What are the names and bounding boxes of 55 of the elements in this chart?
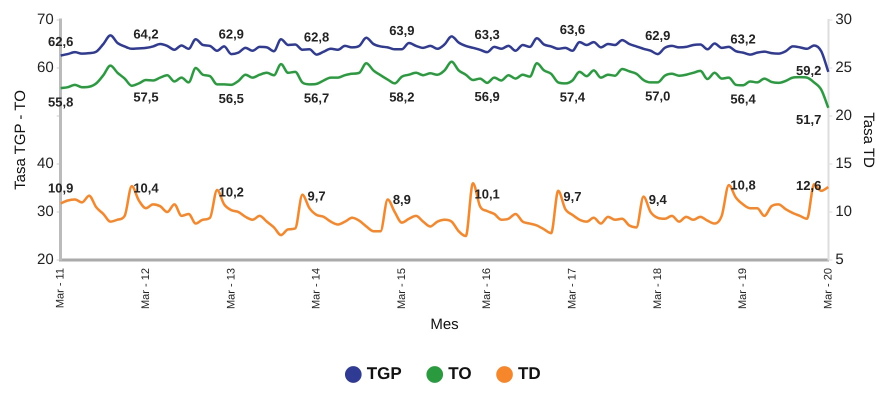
x-tick-label: Mar - 17	[566, 268, 578, 310]
data-label: 9,7	[308, 188, 326, 204]
data-label: 63,2	[730, 31, 756, 46]
data-label: 57,4	[560, 89, 586, 104]
y2-tick-label: 30	[835, 11, 852, 28]
x-tick-label: Mar - 16	[481, 268, 494, 310]
y2-axis-title: Tasa TD	[860, 112, 877, 168]
y-tick-label: 40	[36, 155, 54, 172]
data-label: 62,6	[48, 34, 74, 50]
legend-label: TO	[448, 364, 472, 384]
data-label: 8,9	[392, 192, 411, 208]
legend-label: TGP	[366, 364, 402, 384]
data-label: 51,7	[796, 112, 822, 127]
x-tick-label: Mar - 11	[54, 268, 67, 308]
y2-tick-label: 10	[835, 203, 852, 220]
data-label: 57,0	[645, 88, 670, 104]
x-tick-label: Mar - 15	[396, 268, 408, 310]
data-label: 64,2	[133, 26, 159, 42]
data-label: 55,8	[48, 94, 74, 110]
y-axis-title: Tasa TGP - TO	[12, 90, 30, 190]
y-tick-label: 70	[36, 11, 54, 28]
data-label: 62,9	[645, 28, 670, 43]
data-label: 59,2	[796, 62, 822, 78]
data-label: 62,9	[218, 26, 244, 42]
data-label: 58,2	[389, 89, 415, 104]
legend-label: TD	[518, 364, 541, 384]
data-label: 56,9	[474, 88, 500, 104]
y2-tick-label: 5	[835, 251, 844, 268]
y2-tick-label: 25	[835, 59, 852, 76]
x-axis-title: Mes	[430, 316, 459, 334]
x-tick-label: Mar - 12	[140, 268, 152, 310]
data-label: 10,2	[218, 184, 244, 200]
data-label: 63,6	[560, 22, 586, 38]
data-label: 10,4	[133, 180, 160, 196]
data-label: 10,8	[730, 178, 756, 193]
data-label: 56,4	[730, 91, 756, 106]
data-label: 63,9	[389, 23, 415, 38]
y2-tick-label: 15	[835, 155, 852, 172]
x-tick-label: Mar - 19	[737, 268, 750, 310]
x-tick-label: Mar - 18	[652, 268, 664, 310]
data-label: 57,5	[133, 89, 159, 104]
y2-tick-label: 20	[835, 107, 852, 124]
y-tick-label: 60	[36, 59, 54, 76]
data-label: 10,9	[48, 180, 74, 196]
data-label: 56,5	[218, 90, 244, 106]
data-label: 9,7	[563, 189, 582, 204]
data-label: 63,3	[474, 26, 500, 42]
y-tick-label: 30	[36, 203, 54, 220]
y-tick-label: 20	[36, 251, 54, 268]
data-label: 62,8	[304, 29, 330, 44]
x-tick-label: Mar - 20	[822, 268, 834, 310]
x-tick-label: Mar - 14	[310, 268, 323, 310]
x-tick-label: Mar - 13	[225, 268, 238, 310]
data-label: 9,4	[648, 192, 668, 208]
data-label: 56,7	[304, 90, 330, 106]
